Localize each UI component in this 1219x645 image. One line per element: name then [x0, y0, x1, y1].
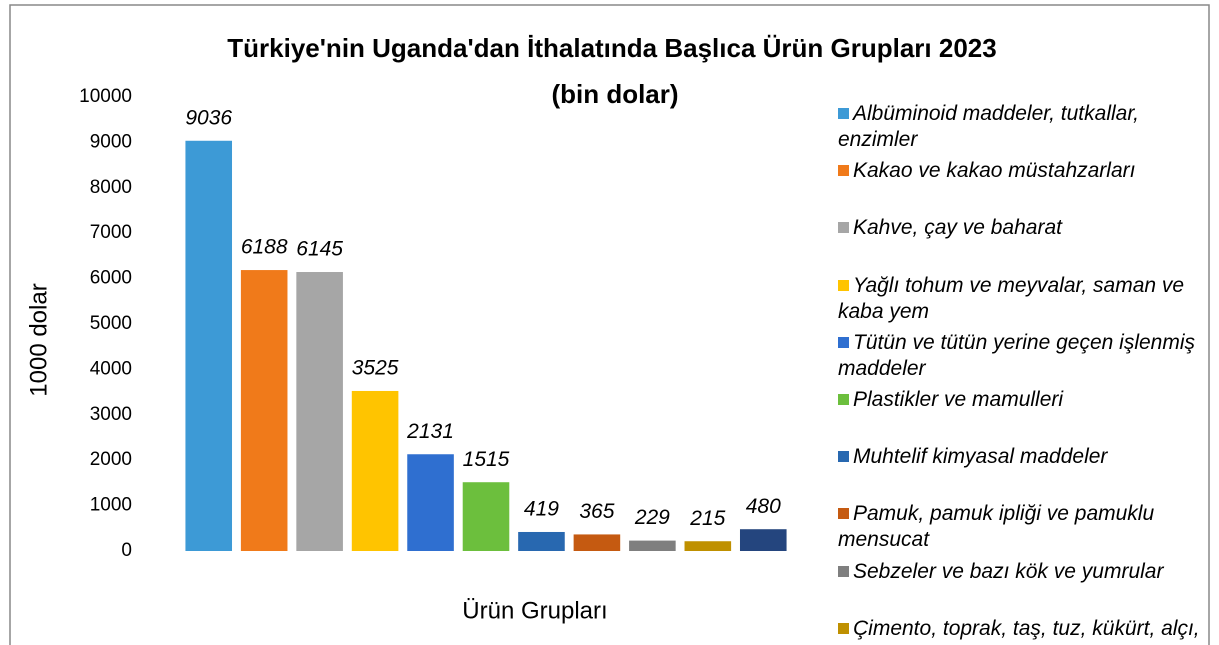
legend-label: Tütün ve tütün yerine geçen işlenmiş mad… [838, 330, 1196, 380]
legend-label: Sebzeler ve bazı kök ve yumrular [853, 559, 1164, 583]
data-label: 480 [746, 495, 781, 518]
y-tick-label: 10000 [79, 86, 132, 107]
bar [462, 482, 510, 551]
y-tick-label: 9000 [90, 131, 132, 152]
legend-item: Yağlı tohum ve meyvalar, saman ve kaba y… [838, 273, 1208, 325]
legend-label: Plastikler ve mamulleri [853, 388, 1064, 411]
data-label: 6188 [241, 236, 288, 259]
legend-swatch [838, 394, 849, 405]
y-tick-label: 3000 [90, 404, 132, 425]
chart-title: Türkiye'nin Uganda'dan İthalatında Başlı… [227, 33, 996, 63]
bar [518, 531, 565, 551]
legend-label: Yağlı tohum ve meyvalar, saman ve kaba y… [838, 273, 1185, 323]
legend-swatch [838, 508, 849, 520]
legend-item: Çimento, toprak, taş, tuz, kükürt, alçı,… [838, 616, 1208, 645]
legend-swatch [838, 565, 849, 577]
legend-label: Pamuk, pamuk ipliği ve pamuklu mensucat [838, 502, 1155, 552]
legend-item: Pamuk, pamuk ipliği ve pamuklu mensucat [838, 501, 1208, 553]
y-tick-label: 8000 [90, 177, 132, 198]
legend-item: Sebzeler ve bazı kök ve yumrular [838, 559, 1208, 585]
bar [407, 454, 454, 551]
legend-label: Albüminoid maddeler, tutkallar, enzimler [838, 102, 1139, 151]
legend-swatch [838, 279, 849, 291]
data-label: 2131 [406, 420, 454, 443]
y-tick-label: 5000 [90, 313, 132, 334]
y-axis-label: 1000 dolar [25, 283, 52, 396]
y-tick-label: 0 [121, 540, 132, 561]
data-label: 6145 [296, 238, 343, 261]
bar [185, 140, 233, 551]
y-tick-label: 7000 [90, 222, 132, 243]
bar [573, 534, 621, 551]
data-label: 215 [689, 507, 725, 530]
legend-item: Muhtelif kimyasal maddeler [838, 444, 1208, 470]
bar [296, 272, 343, 551]
legend-swatch [838, 222, 849, 234]
data-label: 1515 [463, 448, 510, 471]
legend-label: Kahve, çay ve baharat [853, 216, 1062, 240]
data-label: 9036 [185, 106, 232, 129]
legend-item: Kakao ve kakao müstahzarları [838, 158, 1208, 184]
legend-label: Muhtelif kimyasal maddeler [853, 445, 1108, 469]
bar [351, 390, 399, 551]
bar [739, 529, 787, 551]
legend-swatch [838, 336, 849, 348]
legend-label: Kakao ve kakao müstahzarları [853, 159, 1136, 183]
y-tick-label: 2000 [90, 449, 132, 470]
legend-item: Albüminoid maddeler, tutkallar, enzimler [838, 101, 1208, 153]
legend-label: Çimento, toprak, taş, tuz, kükürt, alçı,… [838, 616, 1200, 645]
bar [684, 541, 732, 551]
bar [240, 270, 288, 551]
x-axis-label: Ürün Grupları [462, 597, 607, 624]
data-label: 229 [634, 506, 670, 529]
legend-swatch [838, 108, 849, 119]
chart-frame [9, 4, 1210, 645]
legend-swatch [838, 451, 849, 463]
legend-item: Kahve, çay ve baharat [838, 215, 1208, 241]
bar [629, 540, 676, 551]
legend-swatch [838, 622, 849, 634]
chart-subtitle: (bin dolar) [551, 79, 678, 109]
data-label: 419 [524, 498, 559, 521]
y-tick-label: 4000 [90, 358, 132, 379]
y-tick-label: 1000 [90, 495, 132, 516]
legend-item: Tütün ve tütün yerine geçen işlenmiş mad… [838, 330, 1208, 382]
data-label: 365 [579, 500, 614, 523]
legend-item: Plastikler ve mamulleri [838, 387, 1208, 413]
y-tick-label: 6000 [90, 268, 132, 289]
legend-swatch [838, 165, 849, 177]
data-label: 3525 [352, 357, 399, 380]
